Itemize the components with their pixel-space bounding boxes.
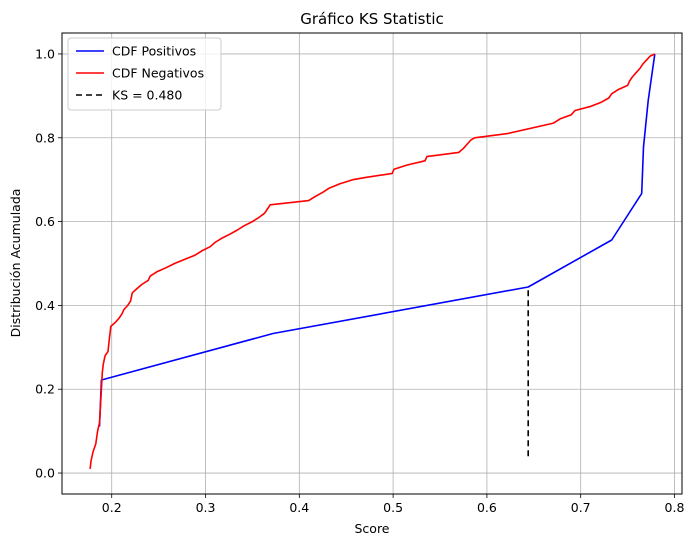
x-axis: 0.2 0.3 0.4 0.5 0.6 0.7 0.8 bbox=[102, 494, 685, 515]
y-tick-label: 0.0 bbox=[35, 466, 55, 481]
grid-lines bbox=[62, 33, 682, 494]
x-tick-label: 0.7 bbox=[571, 500, 591, 515]
legend-label: KS = 0.480 bbox=[112, 88, 182, 103]
y-axis: 0.0 0.2 0.4 0.6 0.8 1.0 bbox=[35, 46, 62, 481]
series-line-cdf-positivos bbox=[98, 53, 656, 427]
y-tick-label: 0.8 bbox=[35, 130, 55, 145]
x-tick-label: 0.8 bbox=[665, 500, 685, 515]
plot-frame bbox=[61, 32, 683, 495]
x-tick-label: 0.2 bbox=[102, 500, 122, 515]
series-line-cdf-negativos bbox=[89, 53, 656, 469]
y-tick-label: 1.0 bbox=[35, 46, 55, 61]
legend-box bbox=[67, 37, 222, 111]
y-axis-label: Distribución Acumulada bbox=[8, 189, 23, 338]
x-tick-label: 0.6 bbox=[477, 500, 497, 515]
legend: CDF Positivos CDF Negativos KS = 0.480 bbox=[67, 37, 222, 111]
legend-label: CDF Negativos bbox=[112, 66, 204, 81]
chart-title: Gráfico KS Statistic bbox=[300, 10, 444, 28]
legend-label: CDF Positivos bbox=[112, 44, 196, 59]
y-tick-label: 0.4 bbox=[35, 298, 55, 313]
y-tick-label: 0.6 bbox=[35, 214, 55, 229]
x-tick-label: 0.5 bbox=[383, 500, 403, 515]
x-tick-label: 0.4 bbox=[289, 500, 309, 515]
x-axis-label: Score bbox=[354, 521, 389, 536]
x-tick-label: 0.3 bbox=[196, 500, 216, 515]
series-layer bbox=[89, 53, 656, 469]
y-tick-label: 0.2 bbox=[35, 382, 55, 397]
